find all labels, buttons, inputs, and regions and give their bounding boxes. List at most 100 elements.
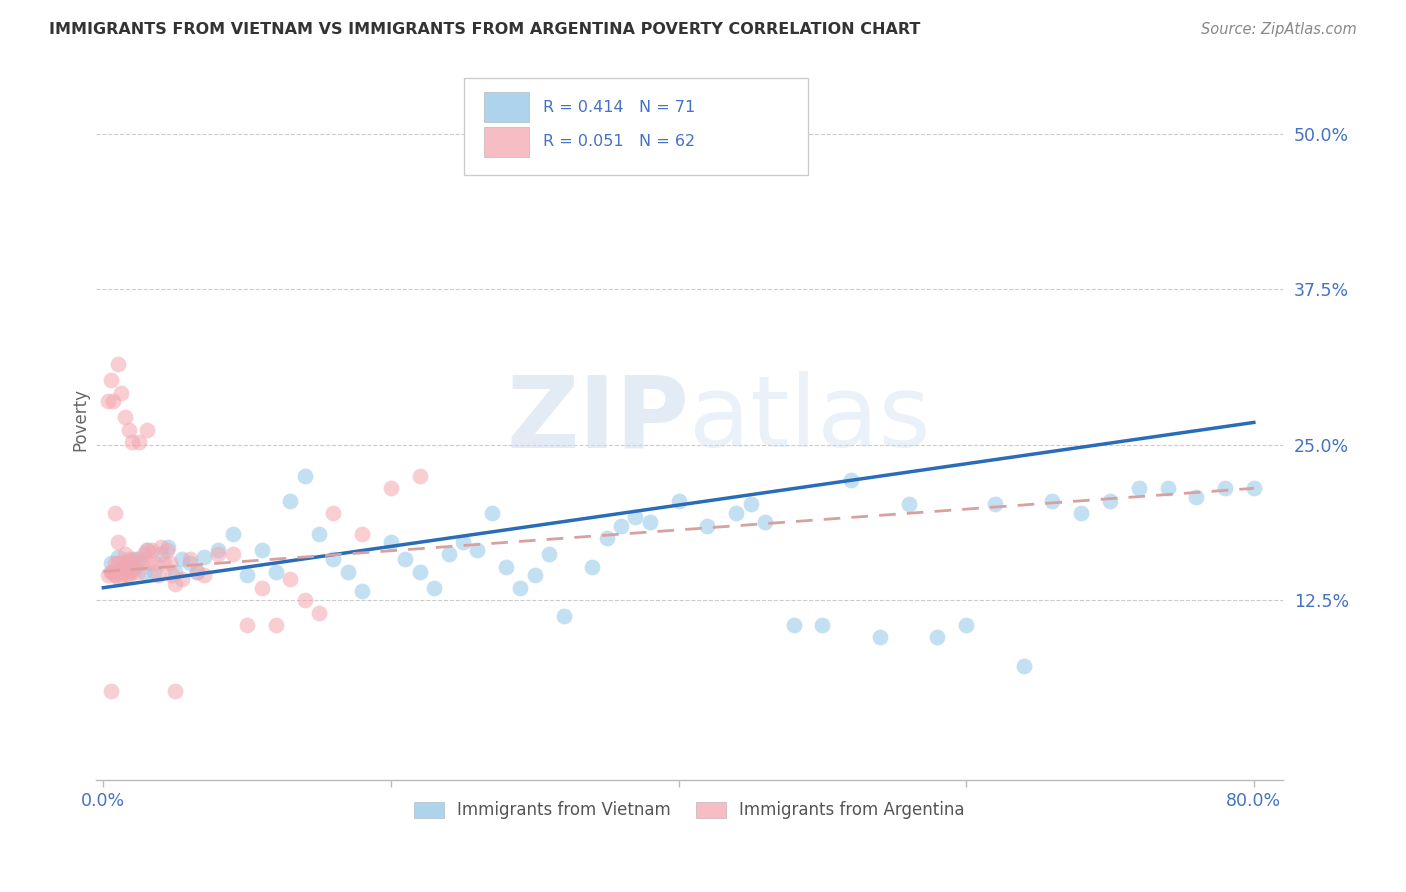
Point (222, 547, 245, 561)
Point (294, 468, 316, 483)
Point (754, 515, 776, 529)
Point (1098, 493, 1121, 508)
Point (236, 618, 259, 632)
Point (138, 556, 160, 570)
Point (118, 423, 141, 437)
Y-axis label: Poverty: Poverty (72, 388, 89, 451)
Point (179, 556, 201, 570)
Point (114, 547, 136, 561)
Text: Source: ZipAtlas.com: Source: ZipAtlas.com (1201, 22, 1357, 37)
Point (984, 498, 1007, 512)
Point (132, 565, 155, 579)
Point (638, 515, 661, 529)
Point (97, 394, 120, 409)
Point (121, 435, 143, 450)
Point (121, 552, 143, 566)
Point (509, 581, 531, 595)
Point (437, 547, 460, 561)
Point (207, 543, 229, 558)
Point (103, 394, 125, 409)
Point (186, 565, 208, 579)
Point (100, 373, 122, 387)
Point (172, 572, 194, 586)
Point (132, 547, 155, 561)
Point (624, 509, 647, 524)
Point (107, 534, 129, 549)
Point (128, 552, 150, 566)
Point (135, 543, 157, 558)
Point (118, 568, 141, 582)
Point (110, 562, 132, 576)
Point (380, 481, 402, 495)
Point (121, 565, 143, 579)
Point (135, 543, 157, 558)
Text: atlas: atlas (689, 371, 931, 468)
Point (423, 581, 446, 595)
Point (103, 565, 125, 579)
Point (107, 357, 129, 371)
Point (165, 565, 187, 579)
Point (110, 385, 132, 400)
Point (278, 572, 301, 586)
Point (193, 568, 215, 582)
Point (100, 683, 122, 698)
Point (481, 506, 503, 520)
Point (105, 568, 128, 582)
Point (696, 518, 718, 533)
Text: R = 0.051   N = 62: R = 0.051 N = 62 (544, 135, 696, 149)
Point (141, 543, 163, 558)
Text: IMMIGRANTS FROM VIETNAM VS IMMIGRANTS FROM ARGENTINA POVERTY CORRELATION CHART: IMMIGRANTS FROM VIETNAM VS IMMIGRANTS FR… (49, 22, 921, 37)
Point (264, 565, 287, 579)
Point (101, 565, 124, 579)
Point (149, 540, 172, 554)
Point (1185, 490, 1208, 504)
Point (1156, 481, 1178, 495)
Point (159, 556, 181, 570)
Point (725, 506, 748, 520)
Point (927, 631, 949, 645)
Point (1012, 659, 1035, 673)
Point (186, 565, 208, 579)
Point (193, 549, 215, 564)
Point (165, 577, 187, 591)
Point (128, 435, 150, 450)
Point (124, 559, 146, 574)
Point (596, 531, 619, 545)
Point (162, 568, 184, 582)
Point (152, 556, 174, 570)
Point (955, 618, 977, 632)
Point (142, 565, 165, 579)
Point (1243, 481, 1265, 495)
Point (352, 527, 374, 541)
Point (114, 410, 136, 425)
Point (668, 493, 690, 508)
Point (156, 543, 179, 558)
Point (100, 556, 122, 570)
Point (236, 568, 259, 582)
Text: ZIP: ZIP (506, 371, 689, 468)
Point (523, 568, 546, 582)
Point (495, 559, 517, 574)
Point (107, 549, 129, 564)
FancyBboxPatch shape (484, 92, 529, 122)
Point (465, 543, 488, 558)
Point (839, 473, 862, 487)
Point (104, 556, 127, 570)
Point (149, 547, 172, 561)
Point (250, 581, 273, 595)
Point (782, 127, 804, 141)
Point (869, 631, 891, 645)
Point (157, 540, 180, 554)
Point (114, 556, 136, 570)
Point (451, 534, 474, 549)
Point (108, 572, 131, 586)
Point (222, 527, 245, 541)
Point (610, 518, 633, 533)
Point (146, 568, 169, 582)
Point (294, 593, 316, 607)
Point (97, 568, 120, 582)
Point (740, 498, 762, 512)
Point (111, 565, 134, 579)
Point (581, 559, 603, 574)
Point (118, 565, 141, 579)
